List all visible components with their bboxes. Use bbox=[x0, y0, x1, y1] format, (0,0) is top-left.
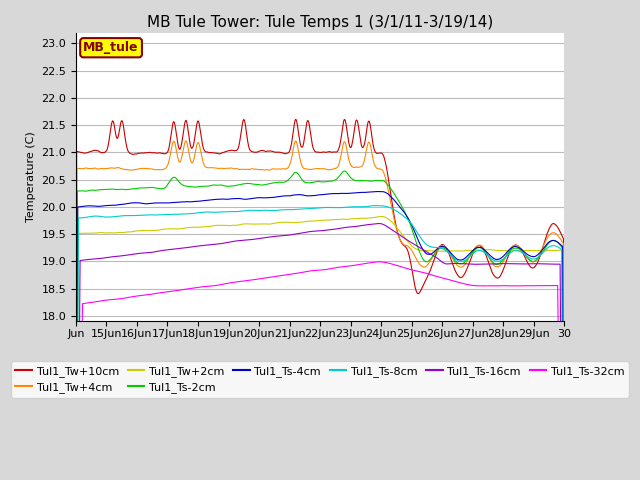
Tul1_Ts-2cm bbox=[551, 238, 559, 243]
Tul1_Tw+2cm bbox=[128, 229, 136, 235]
Y-axis label: Temperature (C): Temperature (C) bbox=[26, 132, 36, 222]
Tul1_Tw+10cm bbox=[292, 117, 300, 122]
Line: Tul1_Tw+10cm: Tul1_Tw+10cm bbox=[76, 120, 564, 480]
Tul1_Ts-8cm bbox=[280, 207, 288, 213]
Tul1_Ts-2cm bbox=[157, 186, 164, 192]
Text: MB_tule: MB_tule bbox=[83, 41, 139, 54]
Title: MB Tule Tower: Tule Temps 1 (3/1/11-3/19/14): MB Tule Tower: Tule Temps 1 (3/1/11-3/19… bbox=[147, 15, 493, 30]
Tul1_Ts-2cm bbox=[498, 258, 506, 264]
Tul1_Ts-32cm bbox=[375, 259, 383, 265]
Legend: Tul1_Tw+10cm, Tul1_Tw+4cm, Tul1_Tw+2cm, Tul1_Ts-2cm, Tul1_Ts-4cm, Tul1_Ts-8cm, T: Tul1_Tw+10cm, Tul1_Tw+4cm, Tul1_Tw+2cm, … bbox=[11, 361, 629, 398]
Tul1_Tw+4cm bbox=[157, 167, 164, 172]
Tul1_Ts-16cm bbox=[259, 235, 267, 241]
Line: Tul1_Tw+4cm: Tul1_Tw+4cm bbox=[76, 141, 564, 480]
Tul1_Tw+10cm bbox=[128, 151, 136, 157]
Tul1_Ts-4cm bbox=[551, 238, 559, 243]
Tul1_Tw+4cm bbox=[259, 167, 267, 173]
Tul1_Ts-4cm bbox=[157, 200, 164, 206]
Tul1_Ts-8cm bbox=[551, 243, 559, 249]
Tul1_Tw+2cm bbox=[157, 227, 164, 233]
Tul1_Tw+2cm bbox=[551, 248, 559, 253]
Tul1_Tw+4cm bbox=[498, 261, 506, 266]
Tul1_Tw+2cm bbox=[377, 214, 385, 219]
Tul1_Tw+10cm bbox=[280, 151, 288, 156]
Line: Tul1_Ts-8cm: Tul1_Ts-8cm bbox=[76, 205, 564, 480]
Tul1_Ts-16cm bbox=[157, 248, 164, 253]
Tul1_Ts-32cm bbox=[157, 290, 164, 296]
Line: Tul1_Tw+2cm: Tul1_Tw+2cm bbox=[76, 216, 564, 480]
Tul1_Ts-8cm bbox=[157, 212, 164, 217]
Tul1_Ts-2cm bbox=[340, 168, 348, 174]
Tul1_Tw+10cm bbox=[259, 148, 267, 154]
Tul1_Tw+2cm bbox=[259, 221, 267, 227]
Tul1_Ts-4cm bbox=[498, 254, 506, 260]
Line: Tul1_Ts-16cm: Tul1_Ts-16cm bbox=[76, 224, 564, 480]
Tul1_Ts-16cm bbox=[551, 261, 559, 267]
Tul1_Tw+4cm bbox=[551, 230, 559, 236]
Tul1_Ts-4cm bbox=[374, 189, 381, 194]
Tul1_Ts-2cm bbox=[280, 179, 288, 185]
Tul1_Tw+2cm bbox=[498, 248, 506, 253]
Tul1_Ts-2cm bbox=[128, 186, 136, 192]
Tul1_Tw+2cm bbox=[280, 219, 288, 225]
Tul1_Tw+4cm bbox=[280, 166, 288, 172]
Tul1_Ts-32cm bbox=[551, 283, 559, 288]
Tul1_Tw+10cm bbox=[498, 270, 506, 276]
Tul1_Ts-2cm bbox=[259, 182, 267, 188]
Tul1_Ts-16cm bbox=[280, 233, 288, 239]
Tul1_Ts-16cm bbox=[375, 221, 383, 227]
Line: Tul1_Ts-4cm: Tul1_Ts-4cm bbox=[76, 192, 564, 480]
Tul1_Ts-32cm bbox=[498, 283, 506, 288]
Tul1_Tw+10cm bbox=[157, 150, 164, 156]
Tul1_Ts-32cm bbox=[259, 276, 267, 281]
Tul1_Ts-16cm bbox=[498, 261, 506, 266]
Tul1_Ts-4cm bbox=[128, 200, 136, 206]
Tul1_Ts-8cm bbox=[128, 213, 136, 218]
Tul1_Ts-8cm bbox=[498, 257, 506, 263]
Line: Tul1_Ts-2cm: Tul1_Ts-2cm bbox=[76, 171, 564, 480]
Line: Tul1_Ts-32cm: Tul1_Ts-32cm bbox=[76, 262, 564, 480]
Tul1_Tw+4cm bbox=[128, 168, 136, 173]
Tul1_Ts-8cm bbox=[371, 203, 378, 208]
Tul1_Ts-8cm bbox=[259, 207, 267, 213]
Tul1_Ts-16cm bbox=[128, 252, 136, 257]
Tul1_Ts-4cm bbox=[280, 193, 288, 199]
Tul1_Ts-32cm bbox=[128, 294, 136, 300]
Tul1_Ts-32cm bbox=[280, 272, 288, 278]
Tul1_Tw+4cm bbox=[182, 138, 189, 144]
Tul1_Tw+10cm bbox=[551, 221, 559, 227]
Tul1_Ts-4cm bbox=[259, 195, 267, 201]
